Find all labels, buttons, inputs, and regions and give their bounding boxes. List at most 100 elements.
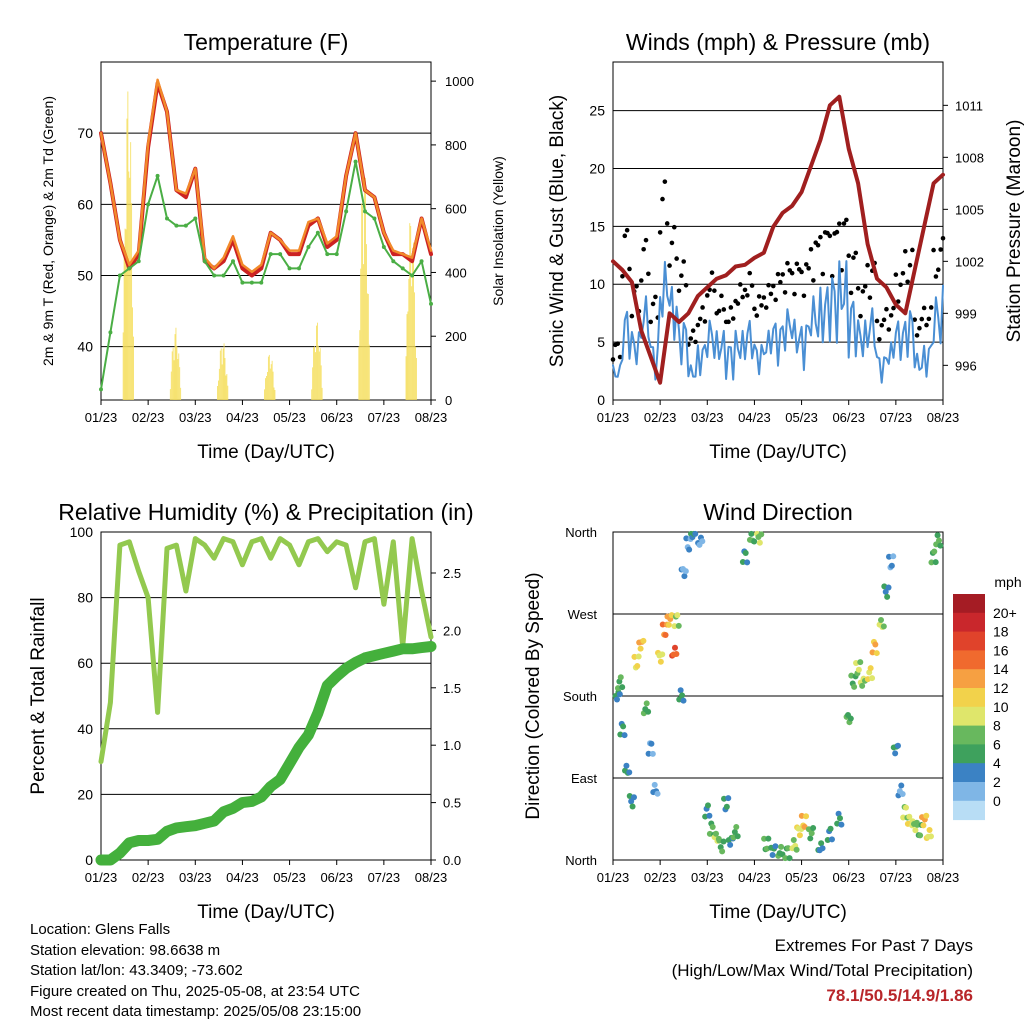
gust-point [818, 234, 823, 240]
direction-point [675, 622, 682, 629]
gust-point [938, 247, 943, 252]
gust-point [747, 270, 753, 276]
gust-point [643, 237, 649, 243]
created-text: Figure created on Thu, 2025-05-08, at 23… [30, 982, 360, 1000]
gust-point [848, 290, 854, 296]
direction-point [620, 723, 627, 730]
gust-point [907, 262, 913, 268]
direction-point [906, 813, 913, 820]
extreme-low: 50.5 [864, 986, 898, 1005]
gust-point [693, 339, 698, 345]
extremes-box: Extremes For Past 7 Days (High/Low/Max W… [672, 933, 973, 1008]
gust-point [931, 247, 936, 253]
direction-point [619, 684, 626, 691]
gust-point [834, 229, 840, 235]
colorbar-swatch [953, 782, 985, 802]
direction-point [885, 584, 892, 591]
direction-point [851, 683, 858, 690]
rh-ytick-right-label: 2.0 [443, 623, 461, 638]
temp-title: Temperature (F) [184, 29, 349, 55]
wind-ytick-label: 5 [597, 334, 605, 350]
colorbar-label: 4 [993, 755, 1001, 771]
direction-point [645, 750, 652, 757]
gust-point [789, 270, 795, 276]
colorbar-swatch [953, 631, 985, 651]
gust-point [893, 272, 899, 277]
colorbar-swatch [953, 744, 985, 764]
gust-point [740, 294, 745, 300]
gust-point [730, 316, 736, 321]
direction-point [819, 845, 826, 852]
extreme-precip: 1.86 [939, 986, 973, 1005]
gust-point [853, 250, 859, 256]
direction-point [937, 542, 944, 549]
gust-point [712, 288, 717, 293]
rh-ytick-label: 60 [77, 655, 93, 671]
wind-xlabel: Time (Day/UTC) [709, 442, 847, 463]
rh-ytick-label: 100 [70, 524, 94, 540]
direction-point [902, 804, 909, 811]
gust-point [785, 260, 790, 266]
direction-point [673, 650, 680, 657]
temp-xtick-label: 08/23 [415, 410, 448, 425]
gust-point [858, 313, 863, 319]
direction-point [614, 696, 621, 703]
direction-point [727, 841, 734, 848]
gust-point [919, 316, 925, 322]
direction-point [657, 658, 664, 665]
gust-point [900, 270, 906, 276]
gust-point [721, 307, 727, 312]
colorbar-swatch [953, 706, 985, 727]
precip-line [95, 641, 437, 866]
colorbar-swatch [953, 725, 985, 745]
temp-xtick-label: 03/23 [179, 410, 212, 425]
temp-ylabel: 2m & 9m T (Red, Orange) & 2m Td (Green) [40, 96, 56, 366]
direction-point [659, 651, 666, 658]
wind-ytick-right-label: 1008 [955, 150, 984, 165]
direction-point [857, 659, 864, 666]
direction-point [671, 644, 678, 651]
gust-point [924, 322, 929, 328]
wind-title: Winds (mph) & Pressure (mb) [626, 29, 930, 55]
direction-point [756, 539, 763, 546]
gust-point [763, 305, 769, 310]
direction-point [626, 769, 633, 776]
colorbar-label: 2 [993, 774, 1001, 790]
gust-point [728, 305, 734, 310]
colorbar-swatch [953, 669, 985, 689]
dir-xtick-label: 06/23 [832, 870, 865, 885]
gust-point [914, 333, 920, 338]
direction-point [923, 812, 930, 819]
gust-point [660, 196, 665, 202]
direction-point [927, 833, 934, 840]
rh-xtick-label: 02/23 [132, 870, 165, 885]
extreme-max-wind: 14.9 [902, 986, 936, 1005]
gust-point [780, 272, 786, 277]
colorbar-label: 10 [993, 699, 1009, 715]
direction-point [934, 532, 941, 539]
direction-point [731, 829, 738, 836]
direction-point [859, 682, 866, 689]
wind-ytick-right-label: 1002 [955, 254, 984, 269]
direction-point [873, 650, 880, 657]
colorbar-label: 16 [993, 642, 1009, 658]
gust-point [719, 293, 724, 299]
rh-ytick-right-label: 1.0 [443, 738, 461, 753]
gust-point [726, 319, 731, 325]
direction-point [867, 665, 874, 672]
rh-xtick-label: 07/23 [368, 870, 401, 885]
sonic-wind-line [612, 260, 944, 384]
dir-xtick-label: 07/23 [880, 870, 913, 885]
gust-point [664, 221, 670, 226]
rh-line [98, 536, 434, 765]
direction-point [761, 835, 768, 842]
dir-xtick-label: 02/23 [644, 870, 677, 885]
direction-point [733, 824, 740, 831]
extremes-values: 78.1/50.5/14.9/1.86 [826, 986, 973, 1005]
direction-point [931, 548, 938, 555]
rh-ytick-right-label: 2.5 [443, 566, 461, 581]
gust-point [690, 328, 696, 333]
gust-point [855, 286, 861, 291]
direction-points [612, 530, 944, 862]
